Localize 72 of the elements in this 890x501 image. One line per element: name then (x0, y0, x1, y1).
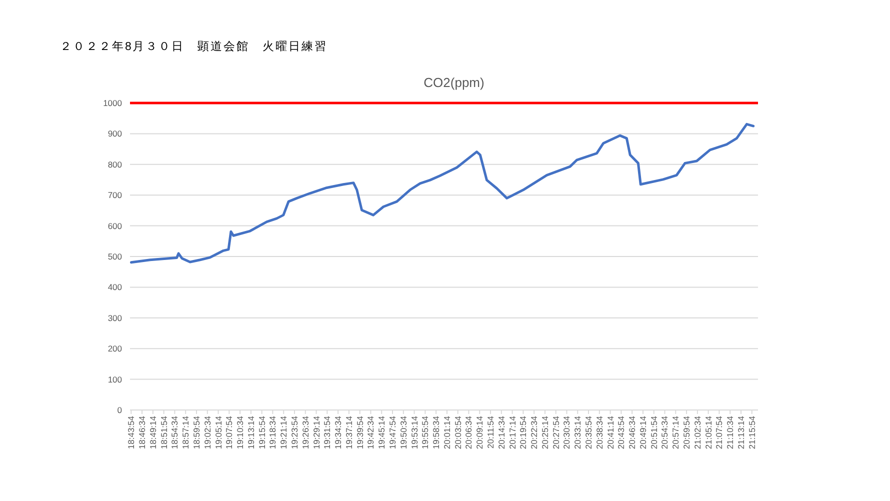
x-tick-label: 19:02:34 (202, 416, 212, 450)
x-tick-label: 20:06:34 (464, 416, 474, 450)
x-tick-label: 21:10:34 (725, 416, 736, 450)
x-tick-label: 19:58:34 (431, 416, 442, 450)
x-tick-label: 18:43:54 (126, 416, 136, 450)
y-tick-label: 0 (117, 405, 122, 415)
chart-subtitle: CO2(ppm) (424, 75, 484, 90)
x-tick-label: 20:41:14 (605, 416, 616, 450)
x-tick-label: 19:55:54 (420, 416, 430, 450)
x-tick-label: 20:49:14 (638, 416, 648, 450)
x-tick-label: 18:46:34 (137, 416, 148, 450)
x-tick-label: 19:26:34 (300, 416, 310, 450)
y-tick-label: 200 (108, 344, 122, 354)
x-tick-label: 20:57:14 (670, 416, 681, 450)
x-tick-label: 20:19:54 (518, 416, 528, 450)
x-tick-label: 19:53:14 (409, 416, 420, 450)
y-tick-label: 700 (108, 190, 122, 200)
x-tick-label: 20:11:54 (486, 416, 496, 448)
x-tick-label: 20:14:34 (496, 416, 506, 450)
x-tick-label: 19:10:34 (235, 416, 246, 450)
y-tick-label: 500 (108, 252, 122, 262)
x-tick-label: 18:49:14 (148, 416, 158, 450)
y-tick-label: 600 (108, 220, 122, 231)
x-tick-label: 19:42:34 (366, 416, 376, 450)
x-tick-label: 21:15:54 (746, 416, 757, 450)
x-tick-label: 19:29:14 (311, 416, 322, 450)
y-tick-label: 1000 (103, 98, 122, 108)
x-tick-label: 20:43:54 (616, 416, 626, 450)
x-tick-label: 19:07:54 (224, 416, 234, 450)
x-tick-label: 20:27:54 (550, 416, 561, 450)
x-tick-label: 19:45:14 (376, 416, 387, 450)
x-tick-label: 19:39:54 (354, 416, 365, 450)
x-tick-label: 20:54:34 (660, 416, 670, 450)
x-tick-label: 20:09:14 (474, 416, 485, 450)
x-tick-label: 20:59:54 (682, 416, 692, 450)
x-tick-label: 20:03:54 (452, 416, 463, 450)
y-tick-label: 300 (108, 312, 122, 323)
x-tick-label: 19:18:34 (268, 416, 278, 450)
x-tick-label: 20:30:34 (562, 416, 572, 450)
x-tick-label: 19:37:14 (344, 416, 354, 450)
x-tick-label: 20:17:14 (507, 416, 518, 450)
x-tick-label: 19:34:34 (333, 416, 344, 450)
x-tick-label: 20:38:34 (594, 416, 604, 450)
x-tick-label: 19:13:14 (246, 416, 256, 450)
y-tick-label: 100 (108, 374, 122, 384)
x-tick-label: 19:31:54 (322, 416, 332, 450)
x-tick-label: 21:05:14 (703, 416, 714, 450)
y-tick-label: 800 (108, 159, 122, 170)
y-tick-label: 900 (108, 128, 122, 139)
x-tick-label: 19:05:14 (213, 416, 224, 450)
x-tick-label: 19:50:34 (398, 416, 408, 450)
x-tick-label: 18:57:14 (180, 416, 191, 450)
x-tick-label: 21:07:54 (714, 416, 724, 450)
line-series (130, 122, 755, 264)
x-tick-label: 18:51:54 (158, 416, 169, 450)
x-tick-label: 19:21:14 (278, 416, 289, 450)
x-tick-label: 20:35:54 (584, 416, 594, 450)
x-tick-label: 19:47:54 (387, 416, 398, 450)
x-tick-label: 20:25:14 (540, 416, 550, 450)
y-tick-label: 400 (108, 282, 122, 292)
chart-title: ２０２２年8月３０日 顕道会館 火曜日練習 (60, 40, 328, 53)
x-tick-label: 20:51:54 (648, 416, 659, 450)
x-tick-label: 20:01:14 (442, 416, 452, 450)
x-tick-label: 19:23:54 (289, 416, 300, 450)
x-tick-label: 20:46:34 (627, 416, 638, 450)
x-tick-label: 21:02:34 (692, 416, 702, 450)
x-tick-label: 19:15:54 (256, 416, 267, 450)
x-tick-label: 20:22:34 (529, 416, 540, 450)
x-tick-label: 18:59:54 (191, 416, 202, 450)
x-tick-label: 20:33:14 (572, 416, 583, 450)
x-tick-label: 18:54:34 (170, 416, 180, 450)
x-tick-label: 21:13:14 (736, 416, 746, 450)
